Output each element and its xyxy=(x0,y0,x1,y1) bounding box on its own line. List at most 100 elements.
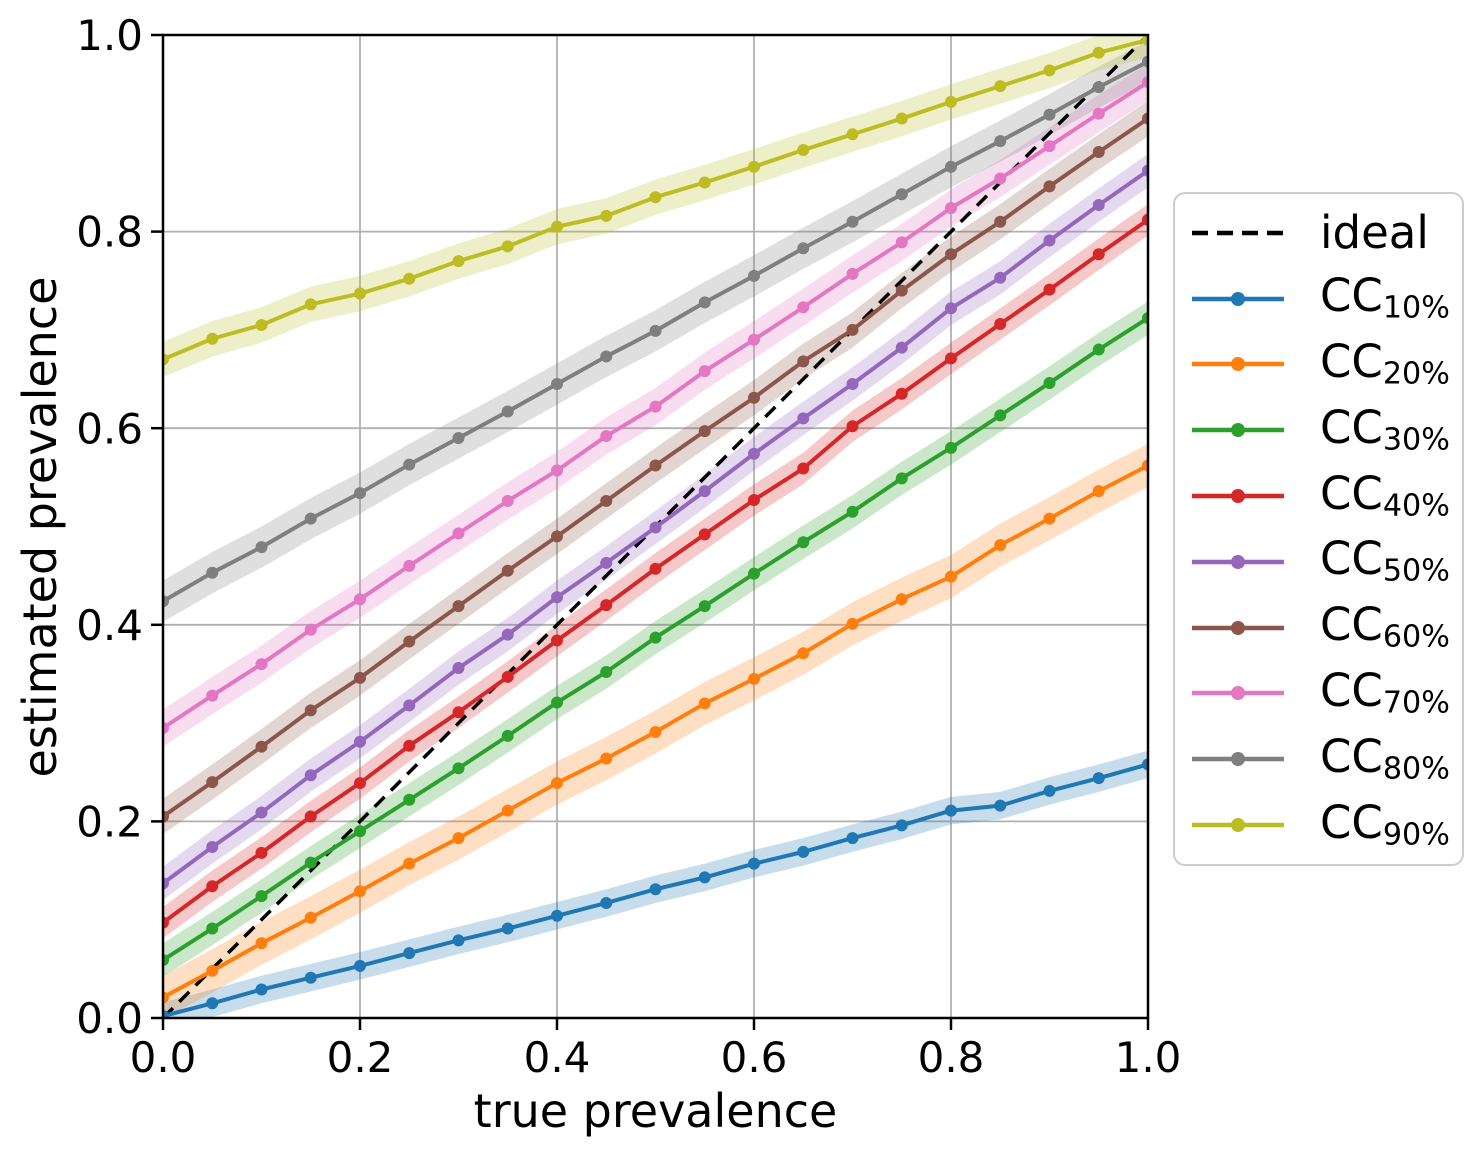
data-point xyxy=(846,377,859,390)
legend-label: CC70% xyxy=(1320,664,1450,721)
data-point xyxy=(1043,512,1056,525)
data-point xyxy=(649,324,662,337)
data-point xyxy=(600,752,613,765)
legend-item-CC60%: CC60% xyxy=(1175,595,1462,661)
data-point xyxy=(206,689,219,702)
data-point xyxy=(501,628,514,641)
data-point xyxy=(945,248,957,261)
data-point xyxy=(600,556,613,569)
legend-label: CC10% xyxy=(1320,269,1450,326)
data-point xyxy=(354,777,366,790)
legend-item-CC80%: CC80% xyxy=(1175,726,1462,792)
data-point xyxy=(895,236,908,249)
legend-item-CC40%: CC40% xyxy=(1175,463,1462,529)
data-point xyxy=(1092,81,1105,94)
data-point xyxy=(945,95,957,108)
data-point xyxy=(1142,112,1148,125)
legend-marker xyxy=(1231,423,1245,438)
data-point xyxy=(748,672,760,685)
data-point xyxy=(797,144,810,157)
data-point xyxy=(163,353,169,366)
legend-label: CC20% xyxy=(1320,335,1450,392)
data-point xyxy=(501,240,514,253)
x-tick-label: 0.8 xyxy=(918,1033,985,1082)
legend-line-sample xyxy=(1192,818,1284,833)
legend-item-CC20%: CC20% xyxy=(1175,332,1462,398)
data-point xyxy=(354,959,366,972)
legend-label-subscript: 30% xyxy=(1382,422,1450,458)
data-point xyxy=(994,318,1007,331)
data-point xyxy=(600,665,613,678)
data-point xyxy=(846,128,859,141)
legend-item-CC10%: CC10% xyxy=(1175,266,1462,332)
data-point xyxy=(797,845,810,858)
data-point xyxy=(551,220,563,233)
data-point xyxy=(403,635,416,648)
data-point xyxy=(206,566,219,579)
data-point xyxy=(846,420,859,433)
legend-item-CC70%: CC70% xyxy=(1175,661,1462,727)
data-point xyxy=(304,298,317,311)
data-point xyxy=(895,819,908,832)
data-point xyxy=(403,739,416,752)
data-point xyxy=(501,494,514,507)
legend-line-sample xyxy=(1192,554,1284,569)
data-point xyxy=(600,209,613,222)
data-point xyxy=(1092,199,1105,212)
data-point xyxy=(1043,784,1056,797)
data-point xyxy=(600,350,613,363)
y-tick-label: 1.0 xyxy=(76,11,143,60)
data-point xyxy=(895,284,908,297)
series-70% xyxy=(163,76,1148,735)
data-point xyxy=(1043,283,1056,296)
data-point xyxy=(698,296,711,309)
data-point xyxy=(994,271,1007,284)
data-point xyxy=(255,658,268,671)
data-point xyxy=(895,188,908,201)
series-40% xyxy=(163,213,1148,929)
data-point xyxy=(994,135,1007,148)
legend-item-CC30%: CC30% xyxy=(1175,397,1462,463)
data-point xyxy=(255,806,268,819)
legend-marker xyxy=(1231,620,1245,635)
series-20% xyxy=(163,459,1148,1004)
data-point xyxy=(895,472,908,485)
data-point xyxy=(797,412,810,425)
data-point xyxy=(649,725,662,738)
data-point xyxy=(698,176,711,189)
y-tick-label: 0.2 xyxy=(76,798,143,847)
data-point xyxy=(452,600,465,613)
series-10% xyxy=(163,758,1148,1018)
y-tick-label: 0.4 xyxy=(76,601,143,650)
legend-label: ideal xyxy=(1320,206,1429,260)
data-point xyxy=(452,762,465,775)
data-point xyxy=(354,487,366,500)
data-point xyxy=(649,883,662,896)
data-point xyxy=(1092,343,1105,356)
data-point xyxy=(1043,140,1056,153)
data-point xyxy=(1043,376,1056,389)
data-point xyxy=(846,832,859,845)
data-point xyxy=(748,567,760,580)
y-tick-label: 0.8 xyxy=(76,208,143,257)
x-axis-label: true prevalence xyxy=(473,1084,838,1138)
data-point xyxy=(945,160,957,173)
data-point xyxy=(1142,758,1148,771)
data-point xyxy=(748,269,760,282)
data-point xyxy=(501,804,514,817)
data-point xyxy=(698,485,711,498)
data-point xyxy=(501,670,514,683)
legend-label-subscript: 90% xyxy=(1382,817,1450,853)
data-point xyxy=(501,405,514,418)
data-point xyxy=(452,255,465,268)
data-point xyxy=(452,934,465,947)
data-point xyxy=(354,593,366,606)
legend-label: CC50% xyxy=(1320,532,1450,590)
data-point xyxy=(600,896,613,909)
data-point xyxy=(994,80,1007,93)
data-point xyxy=(403,272,416,285)
data-point xyxy=(895,387,908,400)
data-point xyxy=(797,242,810,255)
data-point xyxy=(797,647,810,660)
data-point xyxy=(649,521,662,534)
